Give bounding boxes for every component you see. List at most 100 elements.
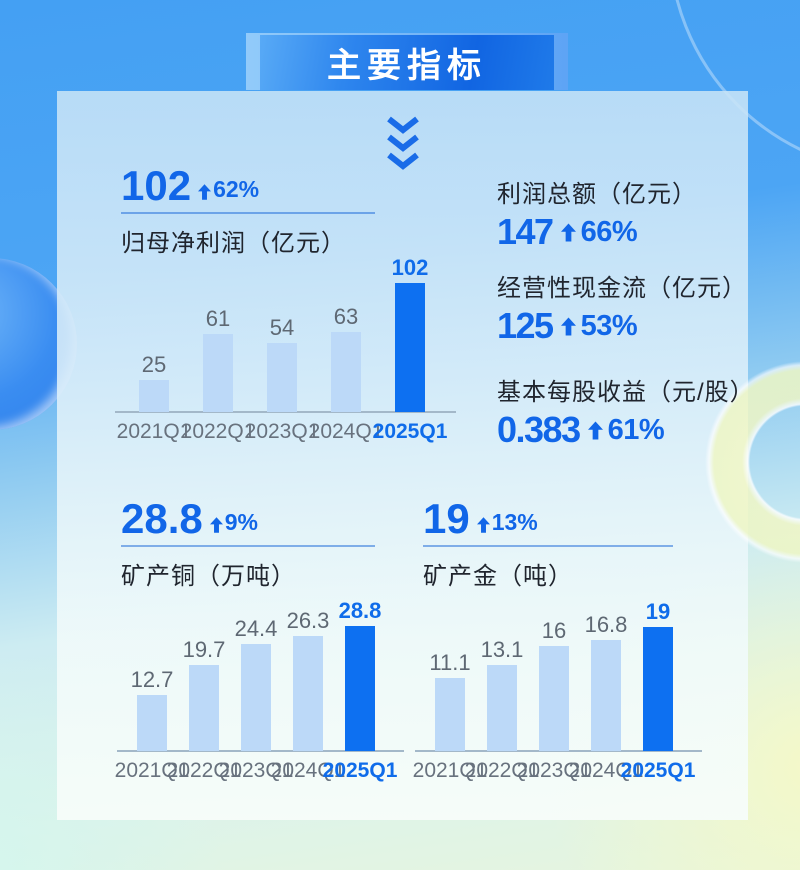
chart-column: 28.8 2025Q1 — [323, 598, 398, 783]
bar-value-label: 24.4 — [234, 616, 278, 641]
bar-value-label: 16 — [541, 618, 567, 643]
highlight-bar — [643, 627, 673, 751]
stat-eps: 基本每股收益（元/股） 0.383 61% — [497, 372, 755, 449]
chart-column: 16 2023Q1 — [517, 600, 592, 783]
bar-value-label: 26.3 — [286, 608, 330, 633]
x-axis-line — [115, 411, 456, 413]
x-axis-label: 2025Q1 — [322, 759, 398, 782]
eps-label: 基本每股收益（元/股） — [497, 379, 755, 406]
bar — [293, 636, 323, 751]
net-profit-change: 62% — [213, 176, 260, 202]
chart-column: 19 2025Q1 — [621, 599, 696, 783]
net-profit-value: 102 — [121, 162, 192, 209]
chart-column: 102 2025Q1 — [373, 255, 448, 444]
copper-change: 9% — [224, 509, 258, 535]
bar — [487, 665, 517, 751]
copper-label: 矿产铜（万吨） — [121, 563, 296, 590]
x-axis-label: 2022Q1 — [464, 759, 540, 782]
x-axis-label: 2024Q1 — [568, 759, 644, 782]
up-arrow-icon — [587, 421, 603, 440]
up-arrow-icon — [198, 184, 212, 200]
x-axis-label: 2021Q1 — [114, 759, 190, 782]
bar — [203, 334, 233, 412]
eps-value: 0.383 — [497, 409, 581, 450]
stat-copper: 28.8 9% 矿产铜（万吨） — [121, 497, 375, 591]
x-axis-label: 2023Q1 — [218, 759, 294, 782]
bar-value-label: 102 — [391, 255, 429, 280]
cash-flow-label: 经营性现金流（亿元） — [497, 275, 747, 302]
x-axis-label: 2025Q1 — [372, 420, 448, 443]
eps-change: 61% — [607, 413, 665, 446]
cash-flow-value: 125 — [497, 305, 554, 346]
bar-value-label: 19.7 — [182, 637, 226, 662]
chart-column: 12.7 2021Q1 — [115, 599, 190, 783]
bar-value-label: 13.1 — [480, 637, 524, 662]
bar-value-label: 61 — [205, 306, 231, 331]
total-profit-value: 147 — [497, 211, 554, 252]
x-axis-label: 2024Q1 — [270, 759, 346, 782]
stat-gold: 19 13% 矿产金（吨） — [423, 497, 673, 591]
chart-column: 11.1 2021Q1 — [413, 600, 488, 783]
bar — [139, 380, 169, 412]
up-arrow-icon — [476, 517, 490, 533]
x-axis-label: 2024Q1 — [308, 420, 384, 443]
total-profit-label: 利润总额（亿元） — [497, 181, 697, 208]
x-axis-label: 2025Q1 — [620, 759, 696, 782]
chevrons-down-icon — [384, 114, 422, 179]
net-profit-label: 归母净利润（亿元） — [121, 230, 346, 257]
bar-value-label: 28.8 — [338, 598, 382, 623]
x-axis-label: 2023Q1 — [244, 420, 320, 443]
x-axis-label: 2022Q1 — [180, 420, 256, 443]
up-arrow-icon — [560, 223, 576, 242]
chart-column: 13.1 2022Q1 — [465, 600, 540, 783]
stat-net-profit: 102 62% 归母净利润（亿元） — [121, 164, 375, 258]
bar — [435, 678, 465, 751]
total-profit-change: 66% — [580, 215, 638, 248]
bar-value-label: 11.1 — [429, 650, 471, 675]
divider-line — [423, 545, 673, 547]
chart-gold: 11.1 2021Q1 13.1 2022Q1 16 2023Q1 16.8 2024Q1 19… — [413, 599, 702, 783]
bar-value-label: 12.7 — [130, 667, 174, 692]
bar — [539, 646, 569, 751]
divider-line — [121, 212, 375, 214]
gold-label: 矿产金（吨） — [423, 563, 573, 590]
stat-cash-flow: 经营性现金流（亿元） 125 53% — [497, 268, 747, 345]
chart-column: 26.3 2024Q1 — [271, 599, 346, 783]
bar — [137, 695, 167, 751]
x-axis-label: 2023Q1 — [516, 759, 592, 782]
bar-value-label: 19 — [645, 599, 671, 624]
highlight-bar — [345, 626, 375, 751]
bar — [591, 640, 621, 751]
chart-column: 63 2024Q1 — [309, 256, 384, 444]
up-arrow-icon — [560, 317, 576, 336]
x-axis-label: 2021Q1 — [412, 759, 488, 782]
bar — [267, 343, 297, 412]
title-banner: 主要指标 — [260, 35, 554, 90]
chart-column: 19.7 2022Q1 — [167, 599, 242, 783]
gold-value: 19 — [423, 495, 470, 542]
bar — [241, 644, 271, 751]
page-title: 主要指标 — [327, 47, 487, 85]
divider-line — [121, 545, 375, 547]
stat-total-profit: 利润总额（亿元） 147 66% — [497, 174, 697, 251]
chart-column: 54 2023Q1 — [245, 256, 320, 444]
bar — [189, 665, 219, 751]
cash-flow-change: 53% — [580, 309, 638, 342]
chart-net-profit: 25 2021Q1 61 2022Q1 54 2023Q1 63 2024Q1 102 2025Q… — [115, 255, 456, 444]
chart-column: 24.4 2023Q1 — [219, 599, 294, 783]
gold-change: 13% — [491, 509, 538, 535]
up-arrow-icon — [209, 517, 223, 533]
chart-copper: 12.7 2021Q1 19.7 2022Q1 24.4 2023Q1 26.3 2024Q1… — [115, 598, 404, 783]
bar-value-label: 63 — [333, 304, 359, 329]
bar — [331, 332, 361, 412]
chart-column: 61 2022Q1 — [181, 256, 256, 444]
copper-value: 28.8 — [121, 495, 203, 542]
x-axis-label: 2022Q1 — [166, 759, 242, 782]
highlight-bar — [395, 283, 425, 412]
bar-value-label: 25 — [141, 352, 167, 377]
x-axis-line — [415, 750, 702, 752]
bar-value-label: 54 — [269, 315, 295, 340]
bar-value-label: 16.8 — [584, 612, 628, 637]
x-axis-label: 2021Q1 — [116, 420, 192, 443]
